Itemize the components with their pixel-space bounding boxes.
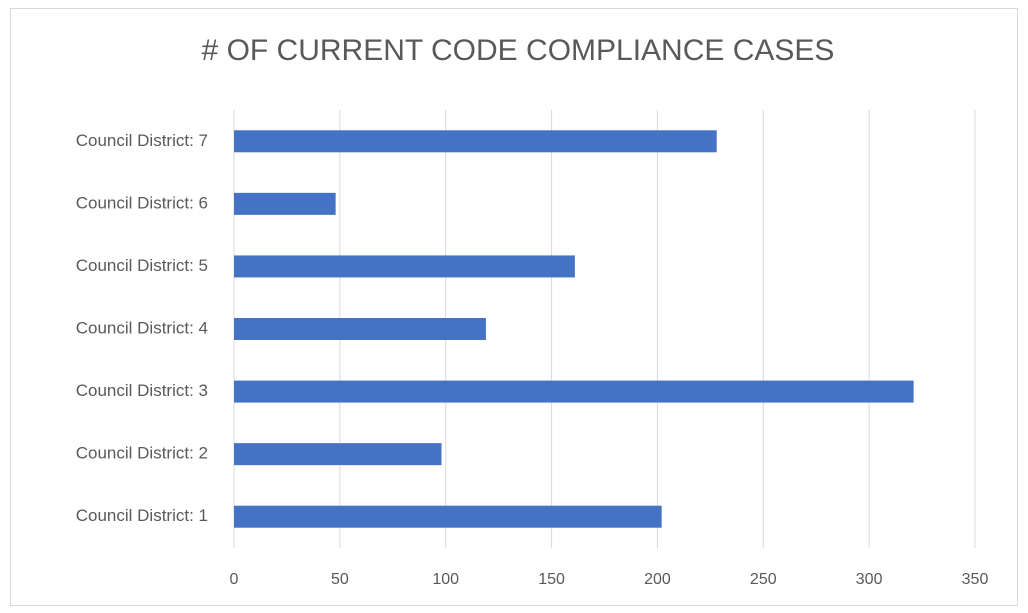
x-tick-label: 150: [538, 571, 565, 588]
bar: [234, 255, 575, 278]
y-tick-label: Council District: 4: [76, 318, 208, 337]
y-tick-label: Council District: 1: [76, 506, 208, 525]
bar: [234, 318, 486, 340]
chart-title: # OF CURRENT CODE COMPLIANCE CASES: [202, 34, 835, 67]
bar: [234, 192, 336, 215]
x-tick-label: 300: [856, 571, 883, 588]
y-tick-label: Council District: 6: [76, 193, 208, 212]
x-tick-label: 250: [750, 571, 777, 588]
y-tick-label: Council District: 5: [76, 256, 208, 275]
bar: [234, 443, 442, 466]
y-tick-label: Council District: 7: [76, 131, 208, 150]
x-tick-label: 0: [230, 571, 239, 588]
bar: [234, 505, 662, 528]
y-tick-label: Council District: 2: [76, 444, 208, 463]
x-tick-label: 50: [331, 571, 349, 588]
x-tick-label: 100: [432, 571, 459, 588]
y-tick-label: Council District: 3: [76, 381, 208, 400]
bar: [234, 130, 717, 153]
bar: [234, 380, 914, 403]
x-tick-label: 200: [644, 571, 671, 588]
x-tick-label: 350: [962, 571, 989, 588]
